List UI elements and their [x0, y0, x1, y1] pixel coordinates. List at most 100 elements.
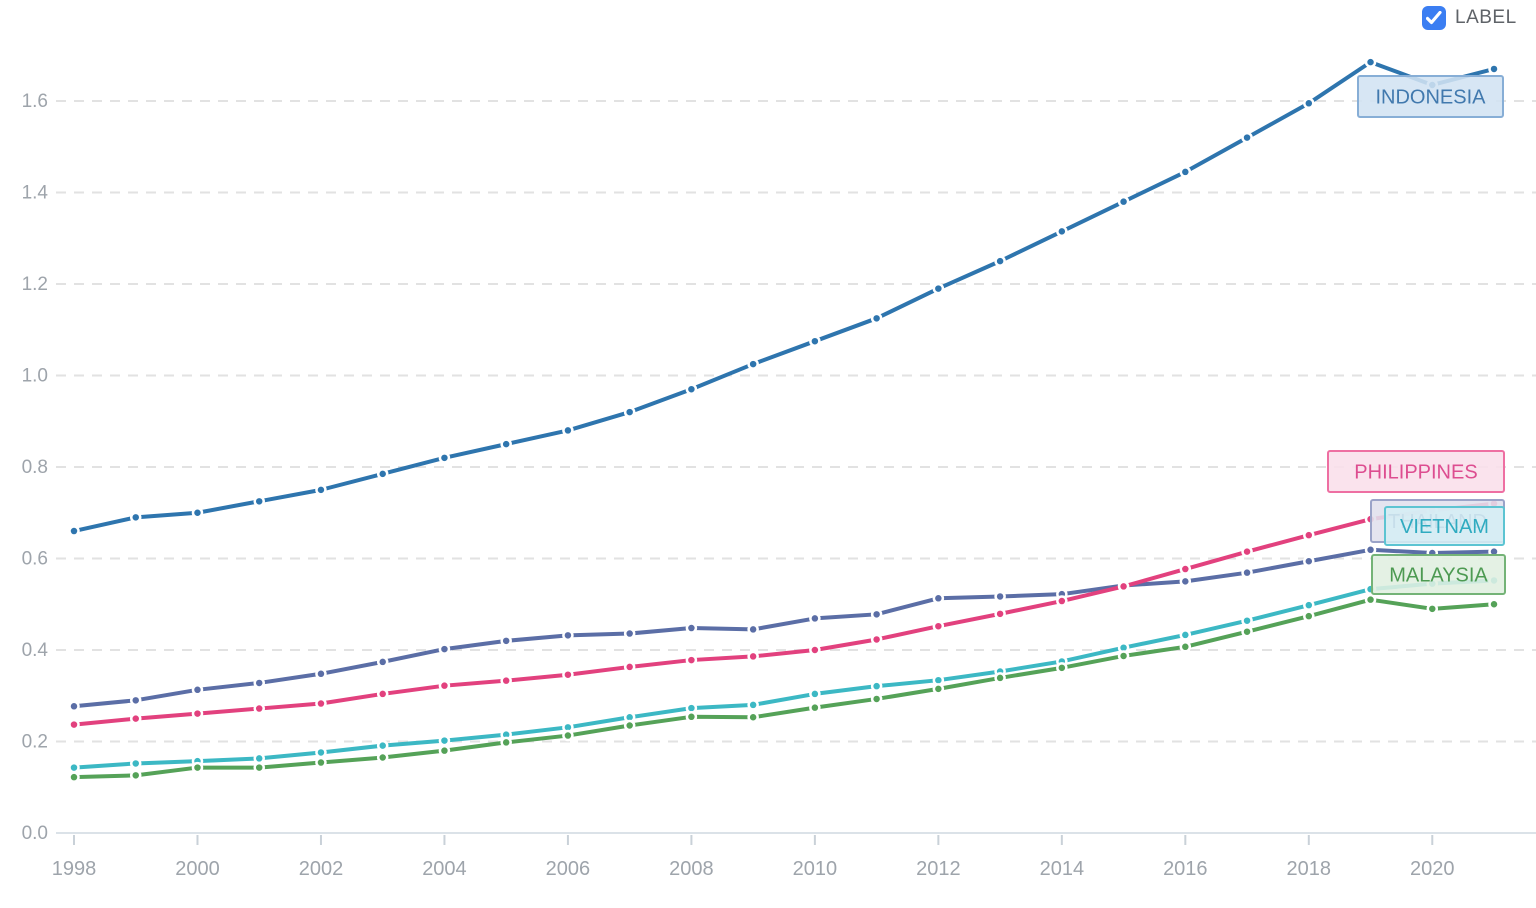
data-point-indonesia [191, 507, 204, 519]
data-point-thailand [623, 627, 636, 640]
data-point-thailand [1179, 575, 1192, 588]
data-point-malaysia [253, 761, 265, 774]
data-point-indonesia [747, 358, 759, 370]
x-axis-tick-label: 2006 [546, 858, 591, 880]
data-point-philippines [870, 633, 883, 646]
data-point-thailand [994, 590, 1006, 603]
data-point-indonesia [623, 406, 636, 418]
x-axis-tick-label: 2002 [299, 858, 344, 880]
data-point-vietnam [315, 746, 327, 759]
data-point-thailand [129, 694, 142, 707]
y-axis-tick-label: 1.4 [22, 183, 49, 204]
data-point-malaysia [315, 756, 327, 769]
data-point-philippines [500, 674, 512, 687]
data-point-philippines [747, 650, 759, 663]
series-label-chip-box [1371, 554, 1506, 595]
data-point-vietnam [129, 757, 142, 770]
data-point-malaysia [438, 744, 451, 757]
data-point-vietnam [870, 680, 883, 692]
data-point-philippines [253, 702, 265, 715]
data-point-philippines [994, 608, 1006, 620]
data-point-thailand [562, 629, 574, 642]
data-point-philippines [623, 661, 636, 673]
data-point-vietnam [747, 699, 759, 711]
data-point-philippines [376, 688, 389, 700]
series-label-chip-box [1327, 450, 1505, 493]
x-axis-tick-label: 2010 [793, 858, 838, 880]
series-line-indonesia [72, 60, 1497, 534]
x-axis-tick-label: 2018 [1287, 858, 1332, 880]
data-point-indonesia [1179, 166, 1192, 178]
data-point-malaysia [129, 769, 142, 782]
data-point-indonesia [1056, 225, 1068, 238]
data-point-malaysia [376, 751, 389, 764]
x-axis-tick-label: 2000 [175, 858, 220, 880]
data-point-philippines [1241, 545, 1253, 558]
label-checkbox[interactable]: LABEL [1422, 6, 1517, 30]
data-point-vietnam [253, 752, 265, 765]
series-line-vietnam [72, 578, 1497, 770]
x-axis-tick-label: 2008 [669, 858, 714, 880]
series-label-chip-text: MALAYSIA [1389, 565, 1488, 587]
data-point-thailand [191, 684, 204, 696]
series-line-thailand [72, 547, 1497, 709]
x-axis-tick-label: 2012 [916, 858, 961, 880]
data-point-vietnam [438, 734, 451, 747]
checkmark-icon [1426, 11, 1442, 25]
series-label-chip-vietnam: VIETNAM [1384, 506, 1505, 546]
data-point-thailand [376, 656, 389, 668]
data-point-malaysia [1117, 650, 1130, 662]
data-point-malaysia [623, 719, 636, 732]
data-point-indonesia [1241, 131, 1253, 144]
data-point-malaysia [1426, 603, 1439, 615]
series-label-chip-box [1384, 506, 1505, 546]
y-axis-tick-label: 0.4 [22, 640, 49, 661]
label-checkbox-text: LABEL [1455, 7, 1517, 28]
data-point-thailand [685, 622, 698, 634]
data-point-thailand [500, 635, 512, 647]
data-point-malaysia [562, 729, 574, 742]
data-point-vietnam [1179, 629, 1192, 641]
data-point-indonesia [809, 335, 821, 347]
data-point-thailand [253, 677, 265, 689]
series-label-chip-text: INDONESIA [1375, 87, 1486, 109]
data-point-malaysia [191, 761, 204, 774]
data-point-philippines [191, 707, 204, 720]
data-point-indonesia [562, 424, 574, 437]
data-point-philippines [68, 718, 80, 731]
data-point-vietnam [1303, 599, 1315, 611]
data-point-philippines [1056, 595, 1068, 607]
data-point-malaysia [1241, 625, 1253, 638]
y-axis-tick-label: 0.8 [22, 457, 48, 478]
data-point-indonesia [253, 495, 265, 508]
series-label-chip-indonesia: INDONESIA [1357, 75, 1504, 118]
data-point-indonesia [1364, 56, 1377, 68]
data-point-malaysia [685, 711, 698, 723]
data-point-thailand [747, 623, 759, 636]
data-point-malaysia [932, 683, 945, 695]
data-point-thailand [1303, 555, 1315, 567]
x-axis-tick-label: 2004 [422, 858, 467, 880]
data-point-malaysia [1179, 641, 1192, 653]
series-label-chip-text: VIETNAM [1400, 516, 1489, 538]
series-label-chip-malaysia: MALAYSIA [1371, 554, 1506, 595]
data-point-indonesia [994, 255, 1006, 267]
data-point-philippines [438, 679, 451, 692]
y-axis-tick-label: 1.0 [22, 366, 48, 387]
data-point-philippines [1179, 563, 1192, 575]
data-point-indonesia [438, 452, 451, 464]
data-point-vietnam [809, 688, 821, 700]
series-label-chip-philippines: PHILIPPINES [1327, 450, 1505, 493]
data-point-vietnam [68, 761, 80, 774]
data-point-philippines [932, 620, 945, 632]
data-point-thailand [1241, 566, 1253, 579]
y-axis-tick-label: 0.0 [22, 823, 48, 844]
checkbox-icon[interactable] [1422, 6, 1446, 30]
x-axis-tick-label: 1998 [52, 858, 97, 880]
x-axis-tick-label: 2020 [1410, 858, 1455, 880]
series-label-chip-text: PHILIPPINES [1354, 462, 1477, 484]
data-point-thailand [932, 592, 945, 605]
y-axis-tick-label: 0.6 [22, 549, 48, 570]
